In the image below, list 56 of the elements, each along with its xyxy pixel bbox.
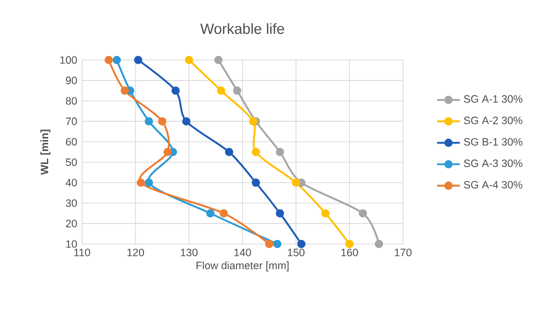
point (249, 117, 258, 126)
point (206, 209, 215, 218)
point (144, 178, 154, 187)
y-axis-title: WL [min] (40, 130, 50, 175)
point (276, 148, 284, 156)
y-tick-label: 30 (66, 199, 77, 207)
point (321, 209, 330, 218)
y-tick-label: 100 (60, 56, 77, 64)
y-tick-label: 60 (66, 138, 77, 146)
point (220, 209, 228, 218)
y-tick-label: 90 (66, 76, 77, 84)
point (358, 209, 368, 218)
point (224, 148, 234, 156)
x-tick-label: 150 (288, 248, 304, 256)
y-tick-label: 70 (66, 118, 77, 126)
point (292, 178, 300, 187)
legend-label: SG A-3 30% (464, 160, 522, 168)
x-tick-label: 120 (127, 248, 144, 256)
point (134, 56, 142, 64)
point (265, 240, 274, 248)
point (184, 56, 194, 64)
point (112, 56, 121, 64)
x-tick-label: 130 (180, 248, 198, 256)
x-axis-title: Flow diameter [mm] (196, 261, 289, 272)
point (276, 209, 284, 218)
x-tick-label: 140 (234, 248, 251, 256)
point (252, 178, 260, 187)
point (163, 148, 172, 156)
point (158, 117, 166, 126)
y-tick-label: 80 (66, 97, 77, 105)
chart-title: Workable life (200, 23, 284, 34)
point (233, 86, 242, 95)
y-tick-label: 40 (66, 178, 77, 186)
point (120, 86, 129, 95)
point (144, 117, 154, 126)
point (273, 240, 282, 248)
x-tick-label: 170 (394, 248, 412, 256)
y-tick-label: 10 (66, 240, 77, 248)
legend-label: SG A-2 30% (464, 116, 522, 124)
y-tick-label: 20 (66, 220, 77, 228)
point (374, 240, 384, 248)
legend-label: SG A-4 30% (464, 180, 522, 189)
y-tick-label: 50 (66, 158, 77, 166)
x-tick-label: 110 (74, 248, 90, 256)
point (171, 86, 180, 95)
point (214, 56, 223, 64)
x-tick-label: 160 (341, 248, 358, 256)
point (104, 56, 113, 64)
point (136, 178, 145, 187)
point (182, 117, 190, 126)
point (297, 240, 306, 248)
legend-label: SG A-1 30% (464, 95, 522, 103)
point (345, 240, 354, 248)
legend-label: SG B-1 30% (464, 138, 522, 146)
point (216, 86, 226, 95)
point (252, 148, 260, 156)
